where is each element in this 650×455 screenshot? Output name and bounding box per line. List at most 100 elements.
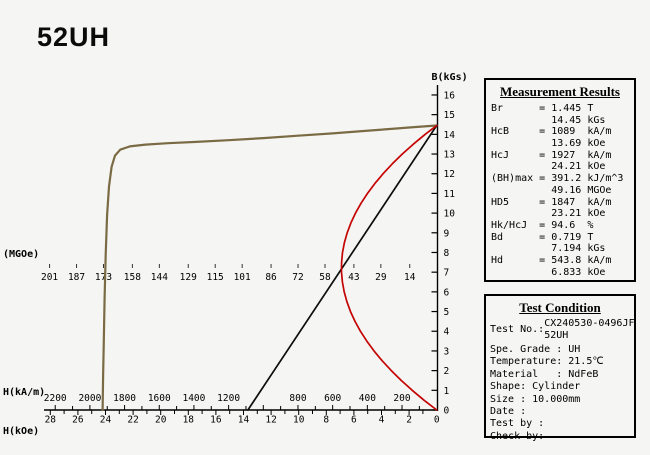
svg-text:14: 14 <box>404 272 416 283</box>
svg-text:800: 800 <box>289 393 306 404</box>
svg-text:0: 0 <box>434 415 440 426</box>
svg-text:129: 129 <box>180 272 197 283</box>
svg-text:12: 12 <box>265 415 276 426</box>
test-number-value: CX240530-0496JF <box>544 318 635 329</box>
svg-text:14: 14 <box>238 415 250 426</box>
svg-text:14: 14 <box>444 130 456 141</box>
svg-text:86: 86 <box>265 272 277 283</box>
svg-text:1400: 1400 <box>182 393 205 404</box>
measurement-line: 24.21 kOe <box>491 161 606 173</box>
measurement-line: HcB = 1089 kA/m <box>491 126 612 138</box>
measurement-line: 14.45 kGs <box>491 114 606 126</box>
curves <box>101 124 438 412</box>
svg-text:29: 29 <box>375 272 387 283</box>
test-condition-line: Date : <box>490 405 527 417</box>
svg-text:6: 6 <box>444 287 450 298</box>
svg-text:1800: 1800 <box>113 393 136 404</box>
svg-text:101: 101 <box>234 272 251 283</box>
svg-text:1: 1 <box>444 386 450 397</box>
svg-text:26: 26 <box>72 415 84 426</box>
svg-text:20: 20 <box>155 415 167 426</box>
svg-text:24: 24 <box>100 415 112 426</box>
measurement-line: (BH)max = 391.2 kJ/m^3 <box>491 173 624 185</box>
svg-text:28: 28 <box>45 415 57 426</box>
svg-text:10: 10 <box>444 209 456 220</box>
test-number-value: 52UH <box>544 329 569 341</box>
measurement-line: 6.833 kOe <box>491 266 606 278</box>
svg-text:11: 11 <box>444 189 456 200</box>
svg-text:158: 158 <box>124 272 141 283</box>
grade-title: 52UH <box>37 22 111 52</box>
test-condition-line: Spe. Grade : UH <box>490 344 581 355</box>
svg-text:144: 144 <box>151 272 168 283</box>
svg-text:43: 43 <box>348 272 359 283</box>
measurement-line: 49.16 MGOe <box>491 184 612 196</box>
test-condition-line: Test by : <box>490 418 545 430</box>
test-condition-list: Spe. Grade : UH Temperature: 21.5℃ Materia… <box>490 344 634 443</box>
measurement-line: 13.69 kOe <box>491 138 606 150</box>
svg-text:187: 187 <box>68 272 85 283</box>
measurement-line: 7.194 kGs <box>491 243 606 255</box>
svg-text:16: 16 <box>444 90 456 101</box>
svg-text:600: 600 <box>324 393 341 404</box>
measurement-results-title: Measurement Results <box>500 84 620 99</box>
svg-text:13: 13 <box>444 150 455 161</box>
svg-text:8: 8 <box>444 248 450 259</box>
svg-text:8: 8 <box>323 415 329 426</box>
measurement-line: Br = 1.445 T <box>491 103 594 114</box>
svg-text:200: 200 <box>393 393 410 404</box>
test-number-label: Test No.: <box>490 324 545 335</box>
svg-text:1200: 1200 <box>217 393 240 404</box>
svg-text:72: 72 <box>292 272 303 283</box>
test-condition-title: Test Condition <box>519 300 601 315</box>
test-condition-panel: Test Condition Test No.: CX240530-0496JF… <box>484 294 636 442</box>
svg-text:0: 0 <box>444 406 450 417</box>
svg-text:6: 6 <box>351 415 357 426</box>
svg-text:2000: 2000 <box>78 393 101 404</box>
svg-text:7: 7 <box>444 268 450 279</box>
test-condition-line: Shape: Cylinder <box>490 381 581 393</box>
intrinsic-curve-JH <box>101 124 438 412</box>
svg-text:115: 115 <box>207 272 224 283</box>
svg-text:173: 173 <box>95 272 112 283</box>
svg-text:3: 3 <box>444 346 450 357</box>
svg-text:2: 2 <box>444 366 450 377</box>
test-condition-line: Material : NdFeB <box>490 368 599 380</box>
test-condition-line: Size : 10.000mm <box>490 393 581 405</box>
svg-text:2: 2 <box>406 415 412 426</box>
svg-text:400: 400 <box>359 393 376 404</box>
svg-text:58: 58 <box>319 272 331 283</box>
energy-product-curve <box>340 124 438 411</box>
svg-text:B(kGs): B(kGs) <box>432 72 468 83</box>
svg-text:16: 16 <box>210 415 222 426</box>
svg-text:4: 4 <box>444 327 450 338</box>
svg-text:2200: 2200 <box>44 393 67 404</box>
measurement-line: HcJ = 1927 kA/m <box>491 149 612 161</box>
svg-text:H(kOe): H(kOe) <box>3 426 39 437</box>
svg-text:4: 4 <box>379 415 385 426</box>
svg-text:10: 10 <box>293 415 305 426</box>
test-number-values: CX240530-0496JF 52UH <box>544 318 634 341</box>
test-number-row: Test No.: CX240530-0496JF 52UH <box>490 318 635 341</box>
svg-text:15: 15 <box>444 110 455 121</box>
measurement-results-panel: Measurement Results Br = 1.445 T 14.45 k… <box>484 78 636 282</box>
svg-text:201: 201 <box>41 272 58 283</box>
measurement-line: HD5 = 1847 kA/m <box>491 196 612 208</box>
svg-text:1600: 1600 <box>148 393 171 404</box>
svg-text:18: 18 <box>183 415 195 426</box>
measurement-line: Hd = 543.8 kA/m <box>491 254 612 266</box>
svg-text:H(kA/m): H(kA/m) <box>3 387 45 398</box>
svg-text:(MGOe): (MGOe) <box>3 249 39 260</box>
measurement-line: Hk/HcJ = 94.6 % <box>491 219 594 231</box>
mgoe-axis: 201 187 173 158 144 129 115 101 86 72 58 43 29 14 (MGO… <box>3 249 416 283</box>
test-condition-line: Check by: <box>490 430 545 442</box>
measurement-line: 23.21 kOe <box>491 208 606 220</box>
svg-text:5: 5 <box>444 307 450 318</box>
measurement-results-list: Br = 1.445 T 14.45 kGs HcB = 1089 kA/m 13… <box>491 103 634 278</box>
svg-text:22: 22 <box>127 415 138 426</box>
measurement-line: Bd = 0.719 T <box>491 231 594 243</box>
